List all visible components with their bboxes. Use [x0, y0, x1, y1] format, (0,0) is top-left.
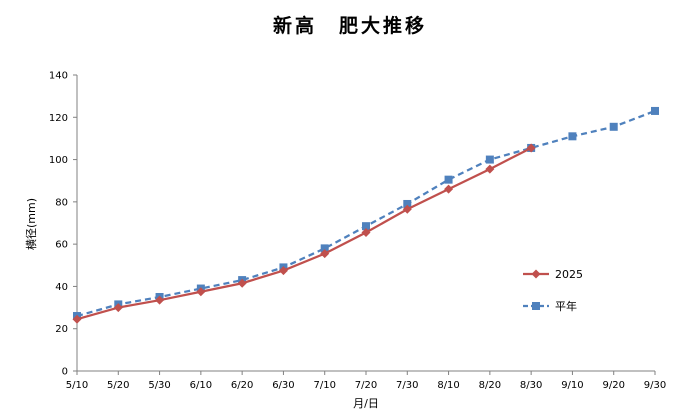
legend-label-normal-year: 平年 [555, 299, 577, 313]
data-point-year-2025 [237, 278, 247, 288]
y-tick-label: 60 [55, 240, 68, 251]
chart-title: 新高 肥大推移 [273, 14, 427, 37]
data-point-normal-year [444, 175, 453, 184]
y-axis-label: 横径(mm) [24, 198, 38, 250]
data-point-normal-year [568, 132, 577, 141]
x-tick-label: 7/30 [396, 380, 418, 391]
data-point-normal-year [485, 155, 494, 164]
y-tick-label: 40 [55, 282, 68, 293]
x-tick-label: 7/10 [313, 380, 335, 391]
series-line-year-2025 [76, 146, 532, 321]
x-axis-label: 月/日 [353, 397, 379, 410]
data-point-year-2025 [72, 314, 82, 324]
y-tick-label: 20 [55, 324, 68, 335]
x-tick-label: 8/30 [520, 380, 542, 391]
data-point-year-2025 [485, 164, 495, 174]
data-point-year-2025 [155, 295, 165, 305]
x-tick-label: 6/30 [272, 380, 294, 391]
data-point-year-2025 [196, 287, 206, 297]
legend: 2025 平年 [523, 268, 583, 313]
data-point-year-2025 [361, 228, 371, 238]
legend-marker-year-2025 [531, 269, 541, 279]
y-tick-label: 120 [49, 113, 68, 124]
data-point-year-2025 [444, 184, 454, 194]
x-tick-label: 5/10 [66, 380, 88, 391]
x-tick-label: 7/20 [355, 380, 377, 391]
x-tick-label: 8/20 [479, 380, 501, 391]
data-point-year-2025 [278, 266, 288, 276]
data-point-normal-year [651, 106, 659, 115]
data-point-year-2025 [113, 303, 123, 313]
data-point-normal-year [403, 199, 412, 208]
y-tick-label: 0 [62, 367, 68, 378]
plot-area: 0 20 40 60 80 100 120 140 5/10 5/20 5/30 6/10 6/20 6/… [49, 71, 666, 392]
legend-marker-normal-year [532, 302, 540, 310]
data-point-year-2025 [526, 143, 536, 153]
x-tick-label: 9/10 [561, 380, 583, 391]
x-tick-label: 6/20 [231, 380, 253, 391]
x-tick-label: 5/20 [107, 380, 129, 391]
y-tick-label: 80 [55, 197, 68, 208]
x-tick-label: 8/10 [437, 380, 459, 391]
data-point-normal-year [320, 244, 329, 253]
x-tick-label: 9/30 [644, 380, 666, 391]
data-point-normal-year [609, 122, 618, 131]
data-point-year-2025 [320, 249, 330, 259]
x-tick-label: 9/20 [602, 380, 624, 391]
x-tick-label: 6/10 [190, 380, 212, 391]
data-point-year-2025 [402, 204, 412, 214]
y-tick-label: 140 [49, 71, 68, 82]
legend-label-year-2025: 2025 [555, 268, 583, 281]
series-line-normal-year [76, 109, 656, 318]
data-point-normal-year [362, 222, 370, 231]
x-tick-label: 5/30 [148, 380, 170, 391]
y-tick-label: 100 [49, 155, 68, 166]
